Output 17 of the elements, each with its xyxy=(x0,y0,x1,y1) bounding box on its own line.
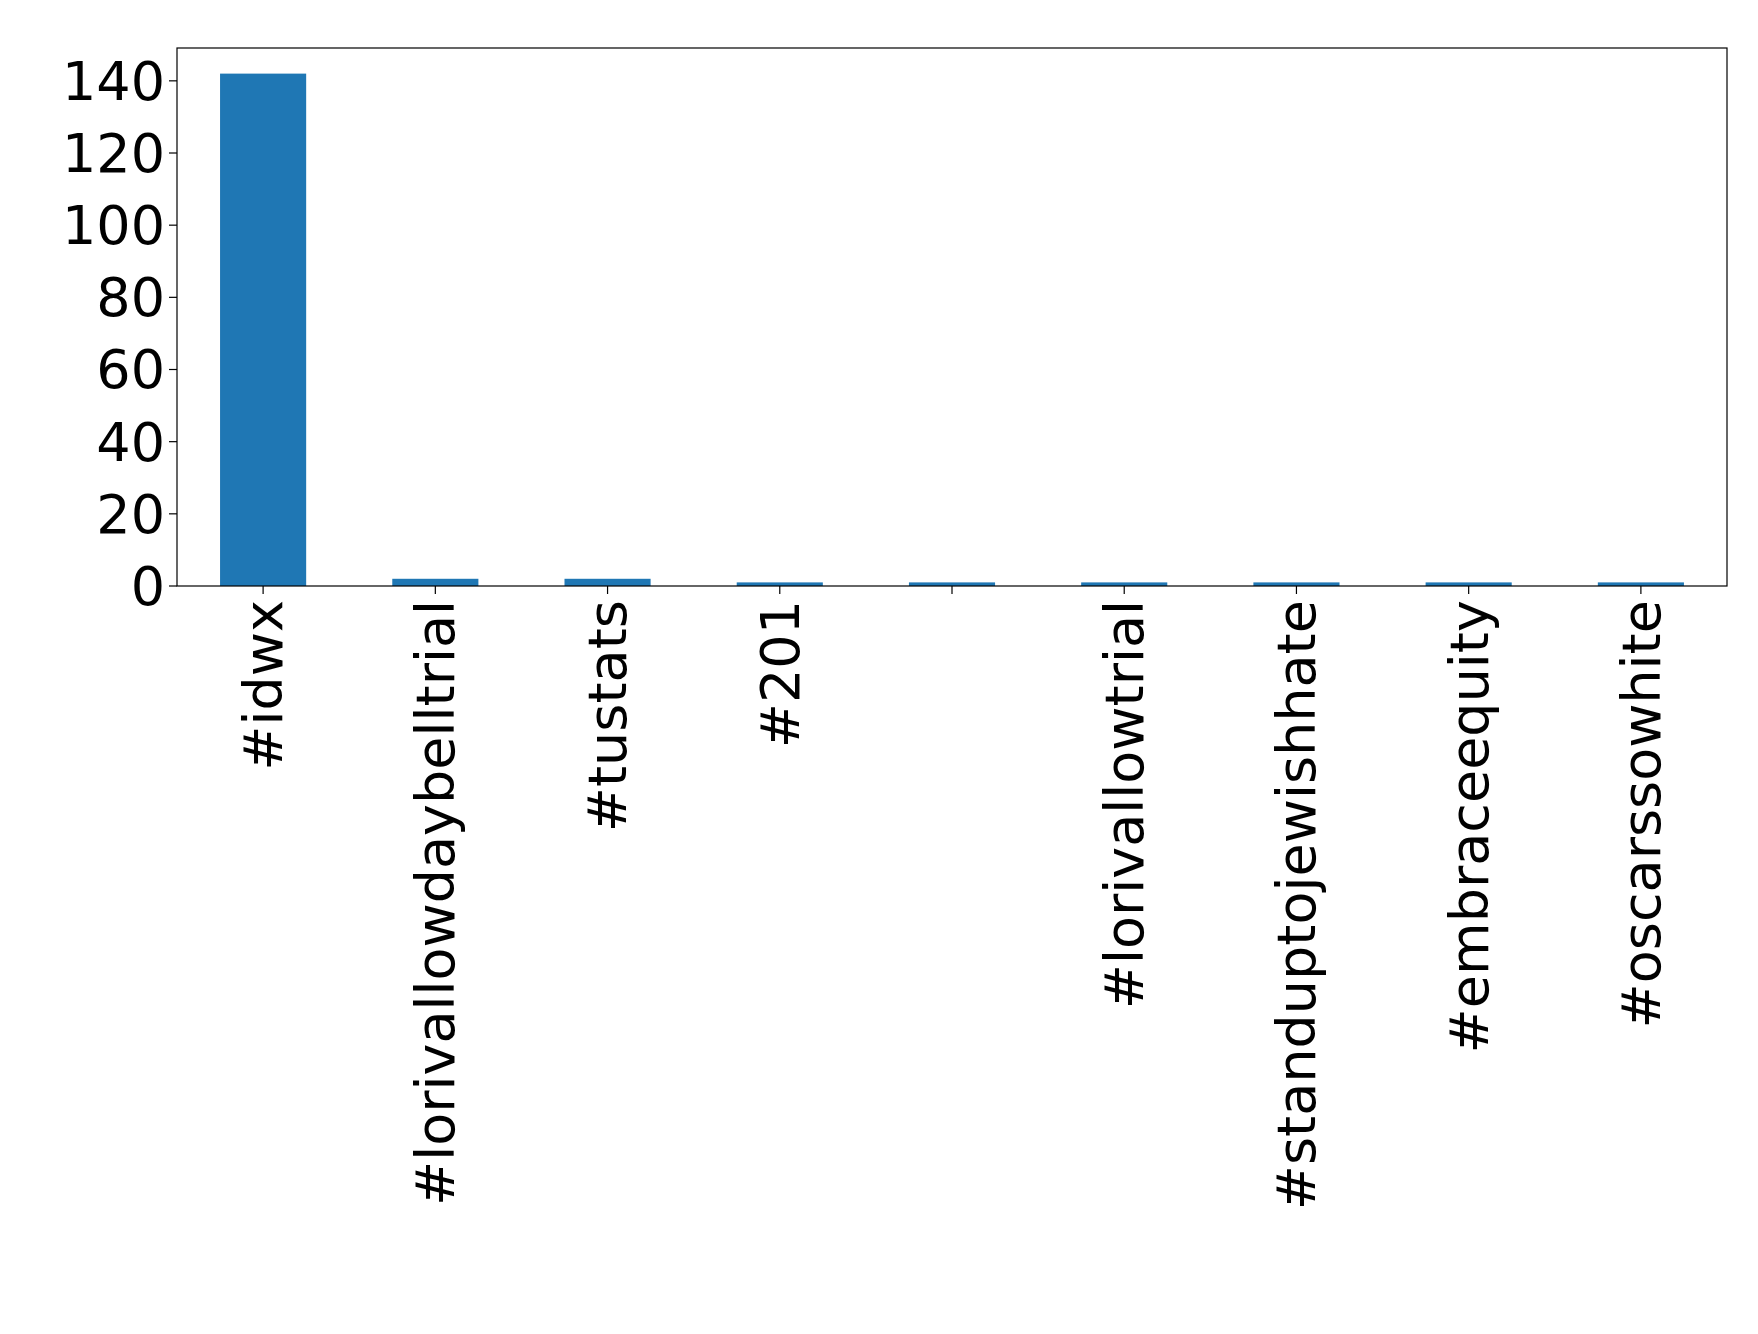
x-tick-label: #tustats xyxy=(576,600,640,833)
x-tick-label: #embraceequity xyxy=(1437,600,1501,1054)
x-tick-label: #oscarssowhite xyxy=(1609,600,1673,1029)
y-tick-label: 0 xyxy=(130,554,165,618)
y-tick-label: 20 xyxy=(96,482,165,546)
y-tick-label: 60 xyxy=(96,338,165,402)
x-tick-label: #lorivallowtrial xyxy=(1093,600,1157,1010)
y-tick-label: 120 xyxy=(61,121,165,185)
y-tick-label: 40 xyxy=(96,410,165,474)
x-tick-label: #idwx xyxy=(232,600,296,771)
y-tick-label: 100 xyxy=(61,194,165,258)
x-tick-label: #201 xyxy=(748,600,812,749)
bar xyxy=(220,73,307,586)
y-tick-label: 80 xyxy=(96,266,165,330)
y-tick-label: 140 xyxy=(61,49,165,113)
x-tick-label: #standuptojewishhate xyxy=(1265,600,1329,1211)
x-tick-label: #lorivallowdaybelltrial xyxy=(404,600,468,1207)
